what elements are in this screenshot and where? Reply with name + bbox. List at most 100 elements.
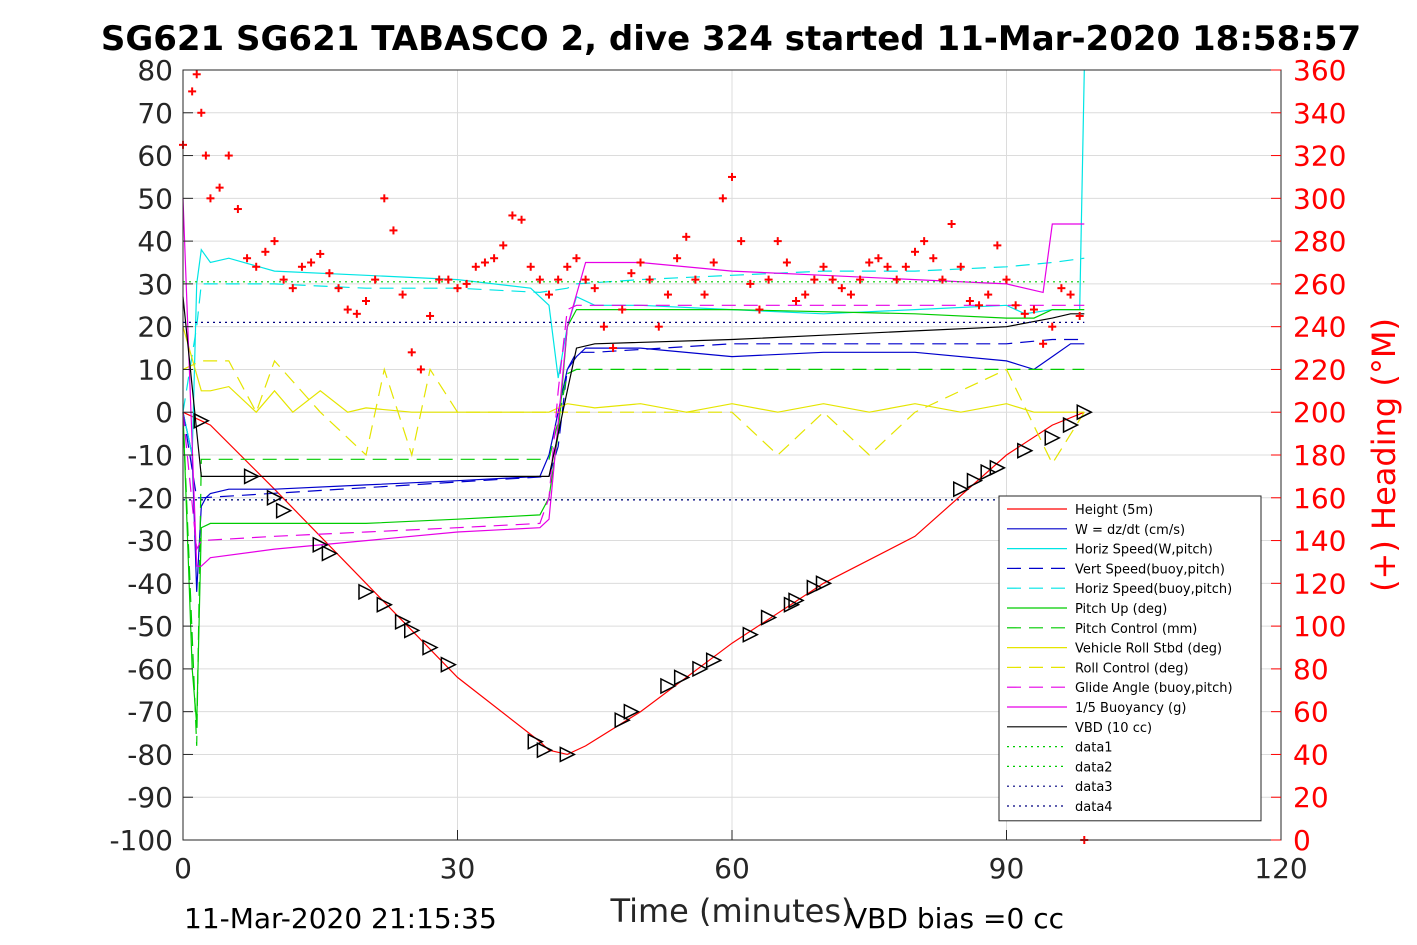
heading-point (1075, 311, 1084, 320)
heading-point (215, 183, 224, 192)
depth-marker (422, 639, 439, 656)
depth-marker (275, 502, 293, 519)
depth-marker (614, 712, 631, 729)
legend-box (998, 495, 1262, 822)
heading-point (233, 205, 242, 214)
depth-marker (783, 596, 801, 613)
y-tick-label: -70 (127, 696, 173, 729)
heading-point (609, 344, 618, 353)
legend-label: VBD (10 cc) (1075, 721, 1152, 736)
depth-marker (321, 545, 339, 562)
heading-point (682, 232, 691, 241)
series-line-7 (182, 326, 1085, 414)
legend-label: Glide Angle (buoy,pitch) (1075, 681, 1233, 696)
y-right-tick-label: 160 (1293, 482, 1346, 515)
heading-point (892, 275, 901, 284)
heading-point (618, 305, 627, 314)
y-right-tick-label: 60 (1293, 696, 1329, 729)
heading-point (206, 194, 215, 203)
y-tick-label: 30 (137, 268, 173, 301)
heading-point (929, 254, 938, 263)
heading-point (947, 220, 956, 228)
series-line-9 (182, 304, 1085, 552)
heading-point (453, 284, 462, 293)
y-tick-label: -40 (127, 567, 173, 600)
heading-point (572, 254, 581, 263)
y-tick-label: -20 (127, 482, 173, 515)
series-line-2 (182, 69, 1085, 456)
heading-point (856, 275, 865, 284)
heading-point (874, 254, 883, 263)
series-line-8 (182, 359, 1085, 465)
heading-point (325, 269, 334, 278)
heading-point (746, 279, 755, 288)
heading-point (261, 247, 270, 256)
depth-marker (673, 669, 691, 686)
depth-marker (193, 412, 210, 429)
heading-point (691, 275, 700, 284)
heading-point (883, 262, 892, 271)
heading-point (764, 275, 773, 284)
depth-marker (527, 733, 544, 750)
heading-point (1048, 322, 1057, 331)
heading-point (920, 237, 929, 246)
depth-marker (953, 481, 970, 498)
depth-marker (692, 660, 709, 678)
depth-marker (536, 741, 554, 759)
legend-label: Horiz Speed(buoy,pitch) (1075, 582, 1232, 597)
y-tick-label: -30 (127, 525, 173, 558)
y-right-tick-label: 340 (1293, 97, 1346, 130)
heading-layer (179, 70, 1089, 844)
heading-point (444, 275, 453, 284)
y-axis-right-label: (+) Heading (°M) (1365, 318, 1403, 592)
heading-point (508, 211, 517, 220)
legend-label: Horiz Speed(W,pitch) (1075, 543, 1213, 558)
y-right-tick-label: 100 (1293, 610, 1346, 643)
y-tick-label: 20 (137, 311, 173, 344)
heading-point (188, 87, 197, 96)
depth-marker (660, 677, 677, 695)
heading-point (270, 237, 279, 246)
heading-point (297, 262, 306, 271)
heading-point (192, 70, 201, 79)
legend-label: data3 (1075, 780, 1113, 795)
heading-point (307, 258, 316, 267)
heading-point (371, 275, 380, 284)
heading-point (792, 297, 801, 305)
legend-label: W = dz/dt (cm/s) (1075, 523, 1185, 538)
series-line-6 (182, 368, 1085, 746)
series-line-0 (182, 411, 1085, 756)
series-layer (182, 69, 1085, 756)
heading-point (334, 284, 343, 293)
heading-point (865, 258, 874, 267)
heading-point (590, 284, 599, 293)
depth-marker (440, 656, 458, 673)
y-tick-label: -50 (127, 610, 173, 643)
heading-point (545, 290, 553, 299)
legend-label: data1 (1075, 741, 1113, 756)
y-tick-label: -60 (127, 653, 173, 686)
heading-point (380, 194, 389, 203)
heading-point (490, 254, 499, 263)
depth-marker (559, 746, 576, 763)
heading-point (563, 262, 572, 271)
heading-point (984, 290, 993, 299)
y-axis-right: 3603403203002802602402202001801601401201… (1271, 54, 1346, 857)
y-axis-left: 80 70 60 50 40 30 20 10 0 -10 -20 -30 -40 -50 -60 -70 -8… (109, 54, 193, 857)
heading-point (581, 275, 590, 284)
x-axis: 0 30 60 90 120 (174, 830, 1308, 885)
y-right-tick-label: 180 (1293, 439, 1346, 472)
marker-layer (193, 404, 1093, 763)
depth-marker (358, 583, 375, 601)
heading-point (837, 284, 846, 293)
heading-point (316, 249, 325, 258)
series-line-11 (182, 296, 1085, 477)
depth-marker (760, 609, 778, 626)
heading-point (1020, 309, 1029, 318)
heading-point (343, 305, 352, 314)
y-right-tick-label: 240 (1293, 311, 1346, 344)
y-right-tick-label: 0 (1293, 824, 1311, 857)
depth-marker (623, 703, 641, 720)
heading-point (224, 151, 233, 160)
y-tick-label: 50 (137, 182, 173, 215)
